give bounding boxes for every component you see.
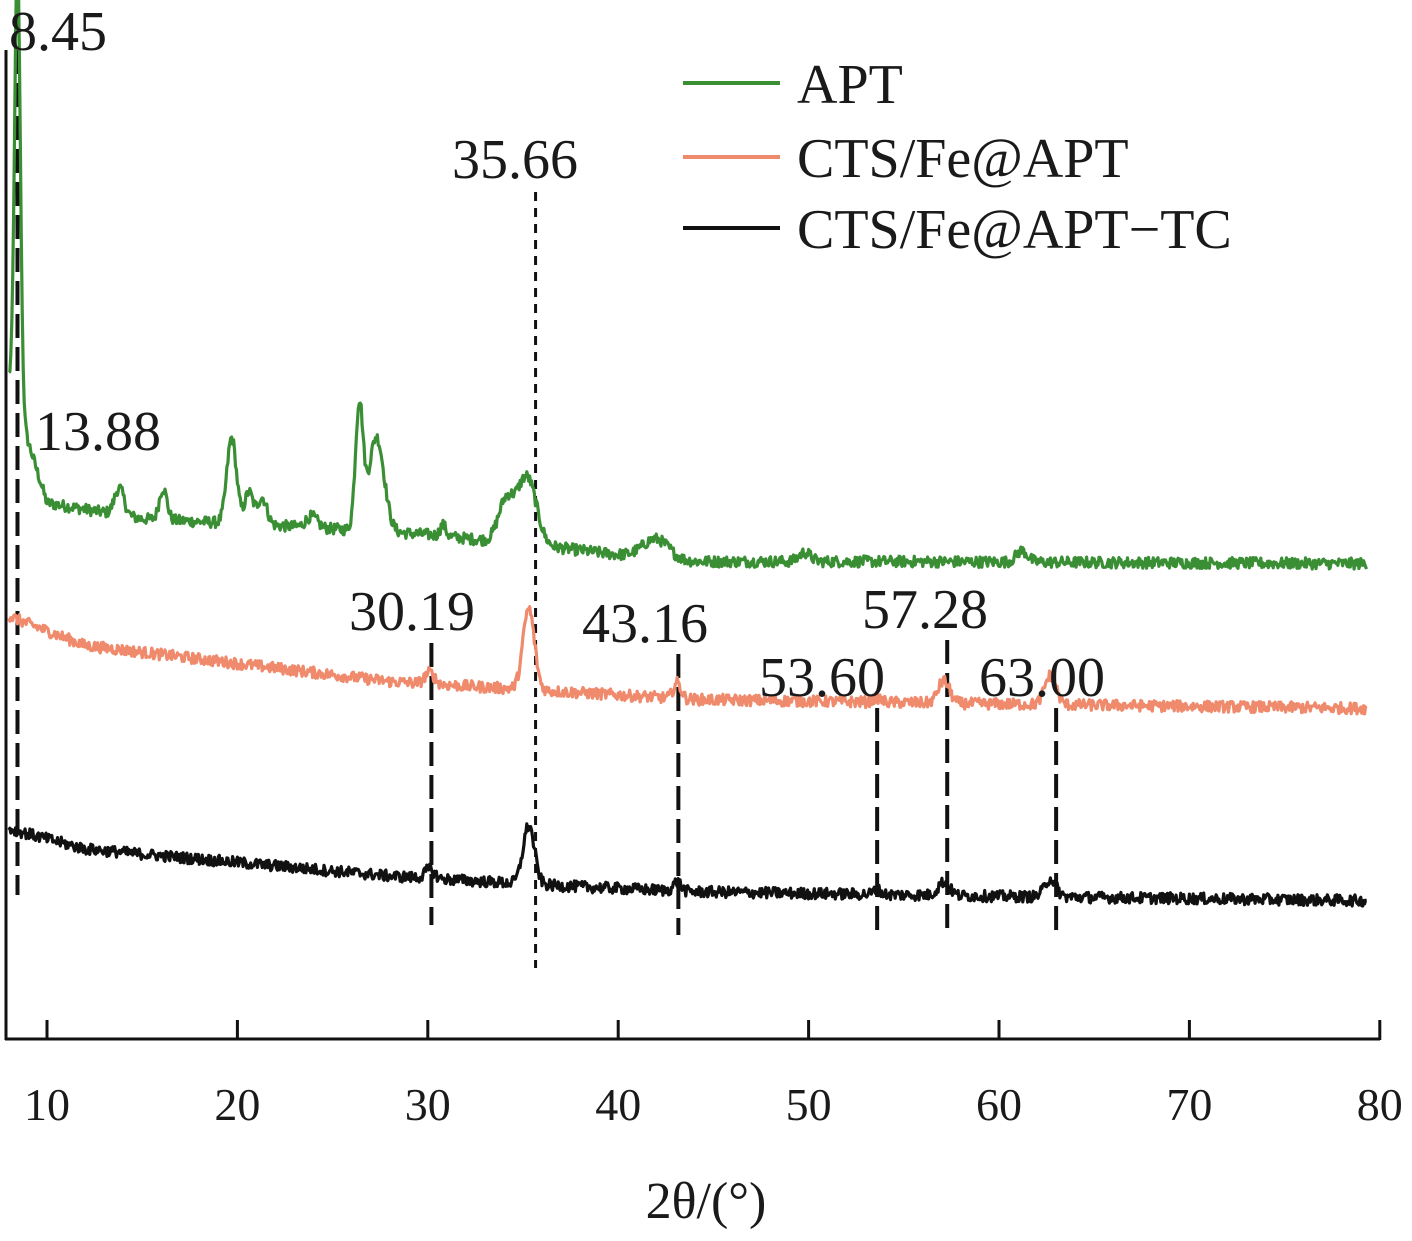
series-lines <box>7 0 1369 908</box>
series-line-1 <box>7 605 1368 716</box>
x-tick-label-10: 10 <box>24 1079 70 1130</box>
peak-label-1: 13.88 <box>35 401 161 463</box>
peak-label-3: 30.19 <box>349 581 475 643</box>
legend-label-0: APT <box>797 54 903 116</box>
x-tick-label-40: 40 <box>595 1079 641 1130</box>
legend: APT CTS/Fe@APT CTS/Fe@APT−TC <box>683 54 1232 261</box>
legend-label-2: CTS/Fe@APT−TC <box>797 199 1232 261</box>
x-tick-label-60: 60 <box>976 1079 1022 1130</box>
x-tick-label-80: 80 <box>1357 1079 1403 1130</box>
peak-label-2: 35.66 <box>452 129 578 191</box>
x-axis-title: 2θ/(°) <box>646 1173 767 1230</box>
peak-label-5: 53.60 <box>759 647 885 709</box>
x-tick-label-30: 30 <box>405 1079 451 1130</box>
peak-label-7: 63.00 <box>979 647 1105 709</box>
x-tick-label-50: 50 <box>786 1079 832 1130</box>
x-tick-label-20: 20 <box>214 1079 260 1130</box>
axes <box>4 50 1380 1041</box>
x-tick-label-70: 70 <box>1166 1079 1212 1130</box>
x-ticks: 10 20 30 40 50 60 70 80 <box>24 1020 1403 1130</box>
peak-label-6: 57.28 <box>862 579 988 641</box>
peak-label-4: 43.16 <box>582 593 708 655</box>
peak-label-0: 8.45 <box>9 1 107 63</box>
legend-label-1: CTS/Fe@APT <box>797 128 1129 190</box>
series-line-2 <box>7 822 1368 908</box>
series-line-0 <box>7 0 1369 571</box>
